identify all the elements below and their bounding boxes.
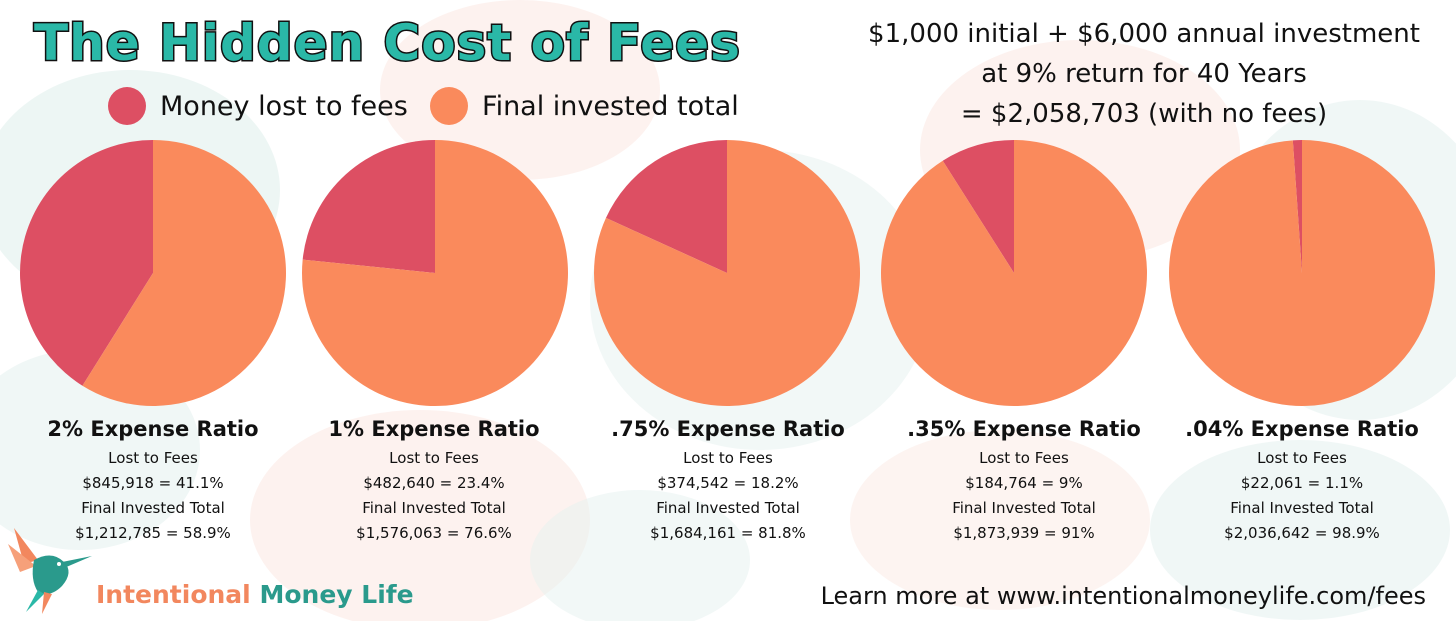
expense-ratio-label: .75% Expense Ratio [611, 417, 845, 441]
pie-slice-lost [1292, 140, 1302, 273]
legend-item-lost: Money lost to fees [108, 86, 408, 126]
brand-word-1: Intentional [96, 580, 251, 609]
legend-label-lost: Money lost to fees [160, 90, 408, 122]
lost-label: Lost to Fees [389, 449, 479, 467]
pie-slice-final [82, 140, 286, 406]
pie-slice-final [594, 139, 861, 406]
pie-slice-lost [605, 140, 727, 273]
page-title: The Hidden Cost of Fees [33, 13, 742, 74]
headline-line-3: = $2,058,703 (with no fees) [960, 99, 1328, 129]
lost-label: Lost to Fees [108, 449, 198, 467]
pie-slice-lost [302, 140, 435, 273]
legend-item-final: Final invested total [430, 86, 739, 126]
pie-slice-lost [942, 140, 1014, 273]
final-label: Final Invested Total [81, 499, 225, 517]
lost-label: Lost to Fees [979, 449, 1069, 467]
headline-line-1: $1,000 initial + $6,000 annual investmen… [868, 19, 1420, 49]
expense-ratio-label: 1% Expense Ratio [328, 417, 540, 441]
lost-label: Lost to Fees [683, 449, 773, 467]
expense-ratio-label: .04% Expense Ratio [1185, 417, 1419, 441]
lost-value: $845,918 = 41.1% [82, 474, 224, 492]
final-value: $1,212,785 = 58.9% [75, 524, 231, 542]
brand-name: Intentional Money Life [96, 580, 414, 609]
legend-label-final: Final invested total [482, 90, 739, 122]
final-value: $1,873,939 = 91% [953, 524, 1095, 542]
final-label: Final Invested Total [952, 499, 1096, 517]
panel-035pct: .35% Expense Ratio Lost to Fees $184,764… [874, 414, 1174, 546]
final-label: Final Invested Total [362, 499, 506, 517]
legend-swatch-lost [108, 87, 146, 125]
final-value: $1,576,063 = 76.6% [356, 524, 512, 542]
expense-ratio-label: 2% Expense Ratio [47, 417, 259, 441]
final-label: Final Invested Total [656, 499, 800, 517]
lost-value: $22,061 = 1.1% [1240, 474, 1364, 492]
headline: $1,000 initial + $6,000 annual investmen… [850, 14, 1438, 134]
final-value: $2,036,642 = 98.9% [1224, 524, 1380, 542]
pie-slice-lost [19, 140, 153, 386]
pie-slice-final [880, 140, 1147, 407]
panel-075pct: .75% Expense Ratio Lost to Fees $374,542… [578, 414, 878, 546]
pie-charts [19, 139, 1436, 407]
legend-swatch-final [430, 87, 468, 125]
pie-slice-final [1169, 140, 1436, 407]
final-label: Final Invested Total [1230, 499, 1374, 517]
panel-2pct: 2% Expense Ratio Lost to Fees $845,918 =… [3, 414, 303, 546]
lost-value: $482,640 = 23.4% [363, 474, 505, 492]
final-value: $1,684,161 = 81.8% [650, 524, 806, 542]
lost-label: Lost to Fees [1257, 449, 1347, 467]
brand-word-2: Money Life [259, 580, 414, 609]
footer-link-text: Learn more at www.intentionalmoneylife.c… [820, 582, 1426, 610]
panel-004pct: .04% Expense Ratio Lost to Fees $22,061 … [1152, 414, 1452, 546]
lost-value: $374,542 = 18.2% [657, 474, 799, 492]
panel-1pct: 1% Expense Ratio Lost to Fees $482,640 =… [284, 414, 584, 546]
hummingbird-icon [8, 528, 92, 614]
expense-ratio-label: .35% Expense Ratio [907, 417, 1141, 441]
headline-line-2: at 9% return for 40 Years [981, 59, 1307, 89]
lost-value: $184,764 = 9% [965, 474, 1083, 492]
pie-slice-final [301, 140, 568, 407]
